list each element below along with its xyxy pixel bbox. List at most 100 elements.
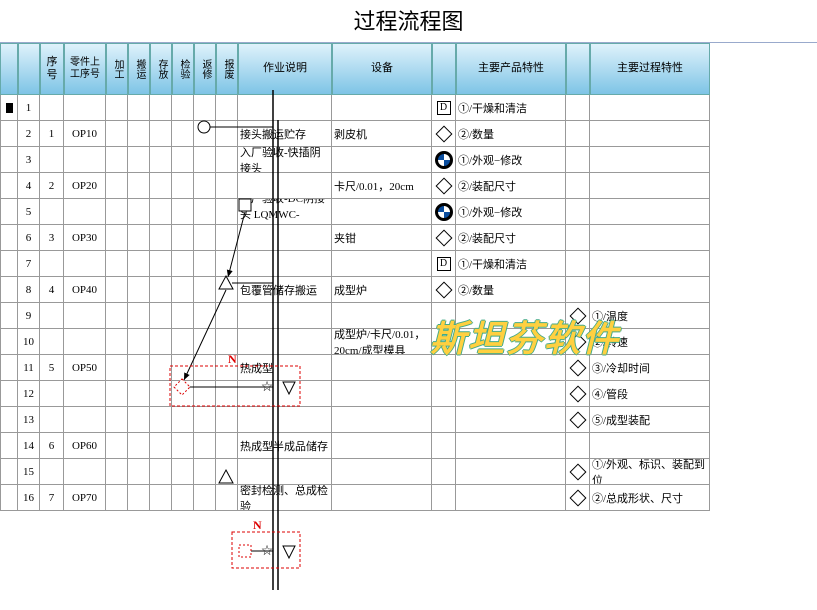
cell (128, 95, 150, 121)
cell (432, 173, 456, 199)
cell (128, 303, 150, 329)
cell (64, 147, 106, 173)
cell (64, 381, 106, 407)
cell (0, 199, 18, 225)
col-header: 搬运 (128, 43, 150, 95)
cell (194, 225, 216, 251)
cell (40, 251, 64, 277)
cell (216, 355, 238, 381)
cell: ③/冷却时间 (590, 355, 710, 381)
cell (172, 485, 194, 511)
cell (216, 277, 238, 303)
cell (194, 173, 216, 199)
cell (566, 329, 590, 355)
cell: OP50 (64, 355, 106, 381)
cell (106, 277, 128, 303)
cell (432, 355, 456, 381)
cell (40, 147, 64, 173)
cell: 4 (40, 277, 64, 303)
cell: ①/外观−修改 (456, 199, 566, 225)
cell: ②/装配尺寸 (456, 225, 566, 251)
cell (150, 173, 172, 199)
cell (238, 407, 332, 433)
cell (194, 355, 216, 381)
cell (106, 485, 128, 511)
cell: OP10 (64, 121, 106, 147)
cell (456, 381, 566, 407)
cell (40, 407, 64, 433)
cell (106, 199, 128, 225)
cell: ②/装配尺寸 (456, 173, 566, 199)
cell (432, 303, 456, 329)
cell (40, 95, 64, 121)
cell (216, 121, 238, 147)
cell (106, 121, 128, 147)
cell (590, 251, 710, 277)
cell (194, 277, 216, 303)
col-header: 返修 (194, 43, 216, 95)
cell (566, 485, 590, 511)
cell (194, 329, 216, 355)
cell: ④/管段 (590, 381, 710, 407)
col-header: 存放 (150, 43, 172, 95)
col-header: 作业说明 (238, 43, 332, 95)
cell (150, 485, 172, 511)
cell (238, 381, 332, 407)
cell: 热成型 (238, 355, 332, 381)
cell (566, 381, 590, 407)
cell (0, 355, 18, 381)
cell (216, 433, 238, 459)
cell (456, 303, 566, 329)
cell: 1 (40, 121, 64, 147)
cell (332, 251, 432, 277)
cell: OP30 (64, 225, 106, 251)
cell: 11 (18, 355, 40, 381)
cell (456, 355, 566, 381)
cell (0, 147, 18, 173)
cell: 12 (18, 381, 40, 407)
cell: 卡尺/0.01，20cm (332, 173, 432, 199)
cell (128, 407, 150, 433)
cell (128, 225, 150, 251)
col-header: 主要产品特性 (456, 43, 566, 95)
cell (456, 485, 566, 511)
cell (172, 147, 194, 173)
cell: ①/外观−修改 (456, 147, 566, 173)
cell: ①/外观、标识、装配到位 (590, 459, 710, 485)
cell (172, 407, 194, 433)
cell (106, 381, 128, 407)
cell (128, 485, 150, 511)
cell: 3 (40, 225, 64, 251)
cell: OP40 (64, 277, 106, 303)
cell (128, 121, 150, 147)
cell (172, 459, 194, 485)
cell (432, 485, 456, 511)
cell (238, 329, 332, 355)
cell (106, 355, 128, 381)
cell: 包覆管储存搬运 (238, 277, 332, 303)
cell (194, 147, 216, 173)
cell: ⑤/成型装配 (590, 407, 710, 433)
cell: OP60 (64, 433, 106, 459)
cell: 5 (18, 199, 40, 225)
cell (128, 355, 150, 381)
cell (64, 303, 106, 329)
cell (106, 225, 128, 251)
cell: 5 (40, 355, 64, 381)
cell (172, 95, 194, 121)
cell (150, 303, 172, 329)
cell (172, 355, 194, 381)
cell: 夹钳 (332, 225, 432, 251)
cell (64, 199, 106, 225)
cell (216, 329, 238, 355)
cell (566, 355, 590, 381)
cell: 入厂验收-快插阴接头 (238, 147, 332, 173)
cell (432, 277, 456, 303)
cell: 16 (18, 485, 40, 511)
cell (456, 329, 566, 355)
cell (172, 303, 194, 329)
cell: ①/干燥和清洁 (456, 251, 566, 277)
cell (150, 329, 172, 355)
cell (590, 277, 710, 303)
cell (150, 381, 172, 407)
